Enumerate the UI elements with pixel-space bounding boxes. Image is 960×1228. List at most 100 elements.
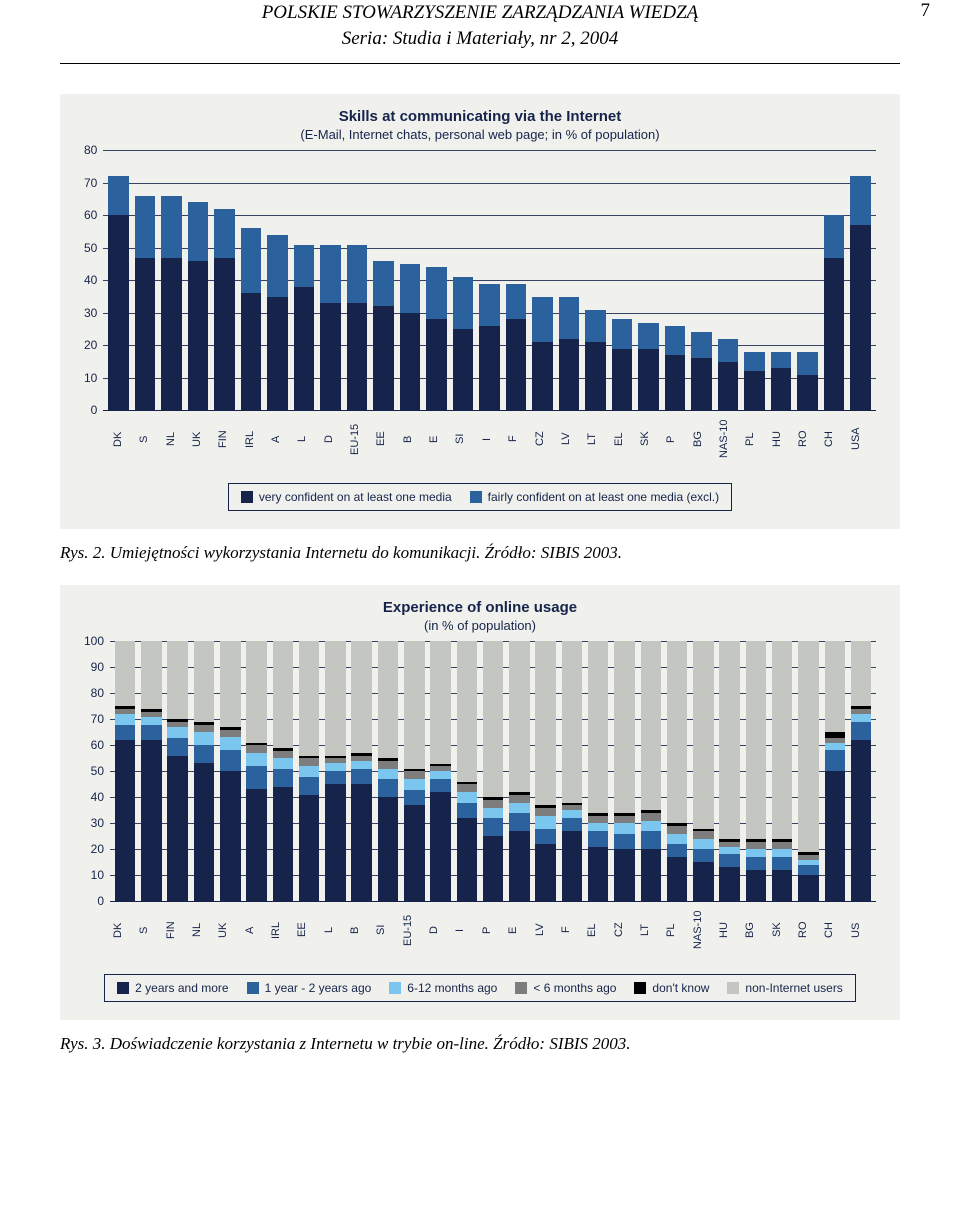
bar-segment — [320, 245, 341, 304]
bar-slot — [165, 641, 191, 901]
bar-segment — [614, 849, 634, 901]
bar — [273, 641, 293, 901]
x-tick: F — [560, 902, 586, 962]
x-tick: FIN — [165, 902, 191, 962]
x-tick: A — [270, 411, 296, 471]
x-tick: IRL — [244, 411, 270, 471]
bar — [638, 323, 659, 411]
bar-slot — [427, 641, 453, 901]
bar — [535, 641, 555, 901]
x-tick: USA — [850, 411, 876, 471]
bar-segment — [851, 722, 871, 740]
bar-slot — [344, 150, 371, 410]
bar-slot — [688, 150, 715, 410]
bar-slot — [158, 150, 185, 410]
bar-segment — [532, 342, 553, 410]
header-line1: POLSKIE STOWARZYSZENIE ZARZĄDZANIA WIEDZ… — [40, 0, 920, 26]
bar — [585, 310, 606, 411]
bar-segment — [430, 641, 450, 763]
x-tick: I — [454, 902, 480, 962]
bar-segment — [426, 267, 447, 319]
bar-segment — [614, 641, 634, 813]
bar-segment — [562, 641, 582, 802]
bar — [320, 245, 341, 411]
bar — [430, 641, 450, 901]
chart1-legend: very confident on at least one mediafair… — [228, 483, 732, 511]
bar — [220, 641, 240, 901]
bar — [718, 339, 739, 411]
bar-segment — [220, 771, 240, 901]
bar-segment — [167, 738, 187, 756]
bar-slot — [476, 150, 503, 410]
bar-segment — [638, 323, 659, 349]
chart1-x-axis: DKSNLUKFINIRLALDEU-15EEBESIIFCZLVLTELSKP… — [84, 411, 876, 471]
bar-segment — [797, 352, 818, 375]
bar-segment — [535, 816, 555, 829]
bar — [135, 196, 156, 411]
x-tick: SK — [771, 902, 797, 962]
bar-slot — [185, 150, 212, 410]
bar-slot — [847, 150, 874, 410]
legend-item: fairly confident on at least one media (… — [470, 490, 719, 504]
bar-slot — [264, 150, 291, 410]
bar — [351, 641, 371, 901]
bar-segment — [430, 771, 450, 779]
bar-slot — [848, 641, 874, 901]
bar-segment — [453, 277, 474, 329]
bar — [562, 641, 582, 901]
bar-segment — [167, 641, 187, 719]
bar — [851, 641, 871, 901]
x-tick: RO — [797, 902, 823, 962]
chart1-y-axis: 80706050403020100 — [84, 150, 103, 410]
bar-segment — [378, 779, 398, 797]
bar-slot — [450, 150, 477, 410]
chart2-container: Experience of online usage (in % of popu… — [60, 585, 900, 1020]
x-tick: EE — [375, 411, 401, 471]
x-tick: CH — [823, 902, 849, 962]
bar-slot — [105, 150, 132, 410]
bar-segment — [115, 725, 135, 741]
bar-segment — [718, 339, 739, 362]
bar-segment — [351, 769, 371, 785]
x-tick: L — [323, 902, 349, 962]
bar-segment — [483, 818, 503, 836]
x-tick: BG — [692, 411, 718, 471]
x-tick: EL — [613, 411, 639, 471]
bar-segment — [453, 329, 474, 410]
legend-label: non-Internet users — [745, 981, 842, 995]
bar-segment — [641, 641, 661, 810]
bar — [509, 641, 529, 901]
x-tick: D — [323, 411, 349, 471]
bar-segment — [665, 326, 686, 355]
bar-segment — [693, 641, 713, 828]
bar-segment — [299, 766, 319, 776]
bar — [167, 641, 187, 901]
x-tick: NAS-10 — [692, 902, 718, 962]
bar-segment — [373, 306, 394, 410]
x-tick: SI — [375, 902, 401, 962]
bar — [771, 352, 792, 411]
bar-segment — [850, 225, 871, 410]
bar-segment — [693, 839, 713, 849]
bar — [483, 641, 503, 901]
bar-segment — [850, 176, 871, 225]
bar — [588, 641, 608, 901]
bar-segment — [667, 844, 687, 857]
bar-slot — [635, 150, 662, 410]
caption-1: Rys. 2. Umiejętności wykorzystania Inter… — [60, 543, 900, 563]
bar-segment — [325, 641, 345, 755]
bar-slot — [556, 150, 583, 410]
bar-segment — [246, 641, 266, 742]
header-line2: Seria: Studia i Materiały, nr 2, 2004 — [40, 26, 920, 52]
bar-segment — [294, 287, 315, 411]
bar-segment — [430, 779, 450, 792]
bar — [241, 228, 262, 410]
bar-segment — [588, 847, 608, 902]
x-tick: CZ — [534, 411, 560, 471]
bar-segment — [214, 209, 235, 258]
bar — [641, 641, 661, 901]
bar-slot — [743, 641, 769, 901]
bar-segment — [426, 319, 447, 410]
bar-segment — [161, 196, 182, 258]
bar-slot — [401, 641, 427, 901]
